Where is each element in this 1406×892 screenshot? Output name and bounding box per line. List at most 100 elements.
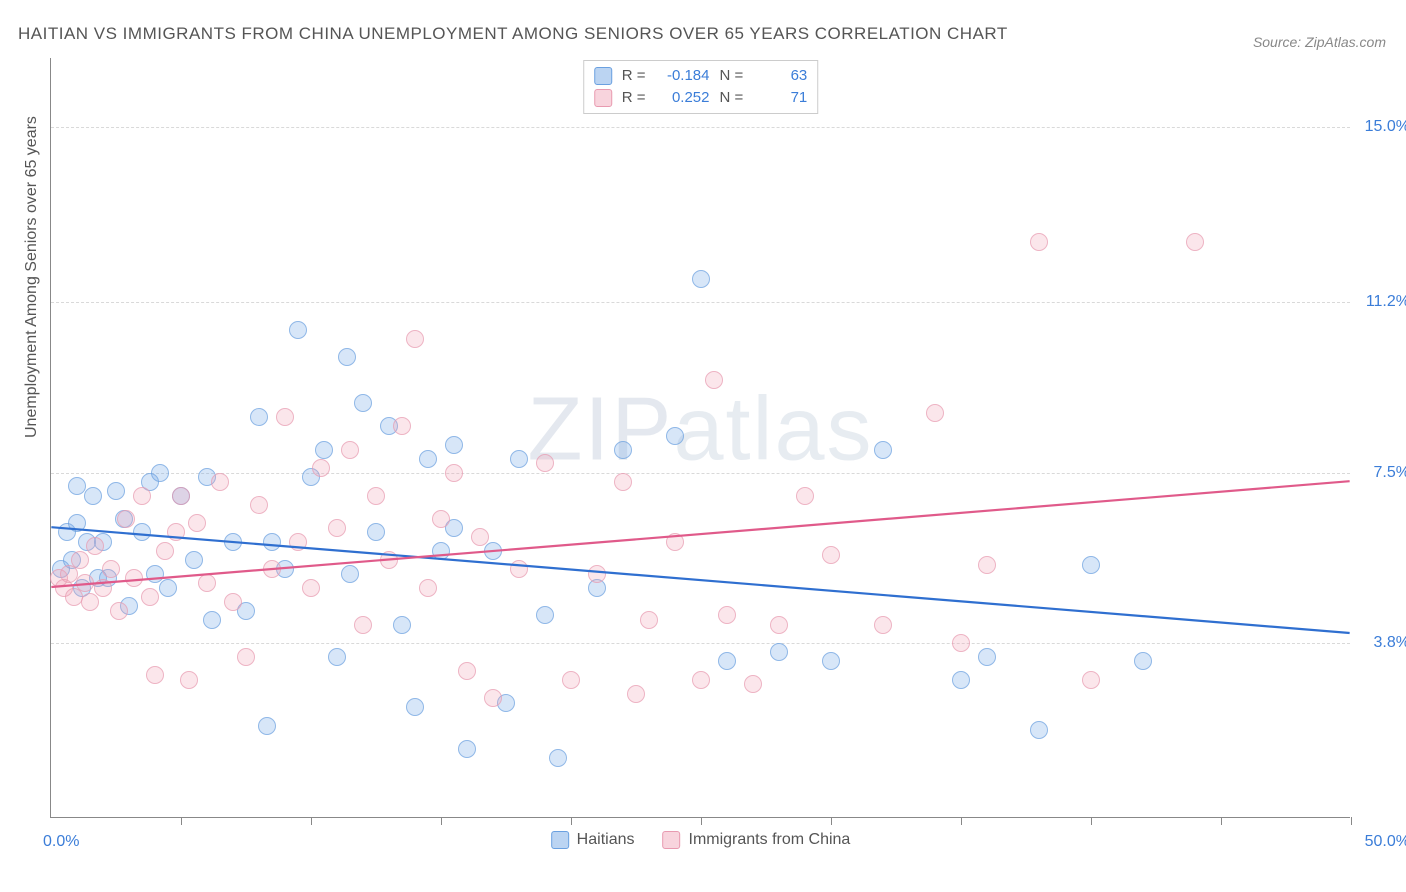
x-tick [1221,817,1222,825]
scatter-point [952,634,970,652]
scatter-point [156,542,174,560]
scatter-point [640,611,658,629]
trend-line [51,481,1349,587]
trend-lines [51,58,1350,817]
scatter-point [666,427,684,445]
x-tick [571,817,572,825]
scatter-point [458,662,476,680]
legend-swatch-pink [594,89,612,107]
scatter-point [94,579,112,597]
scatter-point [770,643,788,661]
y-tick-label: 3.8% [1374,634,1406,652]
scatter-point [926,404,944,422]
scatter-point [276,408,294,426]
gridline [51,127,1350,128]
scatter-point [224,593,242,611]
legend-swatch-blue [594,67,612,85]
scatter-point [289,533,307,551]
x-tick [831,817,832,825]
scatter-point [406,330,424,348]
scatter-point [822,652,840,670]
scatter-point [445,464,463,482]
scatter-point [445,436,463,454]
scatter-point [312,459,330,477]
x-tick-label-max: 50.0% [1365,833,1406,851]
y-axis-label: Unemployment Among Seniors over 65 years [23,116,41,438]
scatter-point [627,685,645,703]
scatter-point [86,537,104,555]
watermark: ZIPatlas [527,378,873,481]
scatter-point [68,514,86,532]
scatter-point [328,648,346,666]
scatter-point [250,408,268,426]
scatter-point [978,556,996,574]
scatter-point [406,698,424,716]
source-label: Source: ZipAtlas.com [1253,34,1386,50]
scatter-point [874,441,892,459]
legend-n-label: N = [720,65,744,87]
scatter-point [68,477,86,495]
scatter-point [471,528,489,546]
scatter-point [536,606,554,624]
scatter-point [692,270,710,288]
scatter-point [211,473,229,491]
x-tick [1351,817,1352,825]
legend-r-value: -0.184 [656,65,710,87]
scatter-point [110,602,128,620]
scatter-point [978,648,996,666]
scatter-point [588,565,606,583]
legend-r-label: R = [622,87,646,109]
legend-r-label: R = [622,65,646,87]
scatter-point [510,450,528,468]
scatter-point [458,740,476,758]
x-tick [701,817,702,825]
legend-label: Haitians [577,831,635,849]
watermark-thin: atlas [673,379,873,479]
scatter-point [419,450,437,468]
scatter-point [224,533,242,551]
scatter-point [188,514,206,532]
scatter-point [380,551,398,569]
scatter-point [141,588,159,606]
scatter-point [419,579,437,597]
scatter-point [744,675,762,693]
scatter-point [289,321,307,339]
x-tick [1091,817,1092,825]
scatter-point [250,496,268,514]
y-tick-label: 11.2% [1366,293,1406,311]
scatter-point [172,487,190,505]
scatter-point [1134,652,1152,670]
scatter-point [107,482,125,500]
scatter-point [133,523,151,541]
legend-row: R = -0.184 N = 63 [594,65,808,87]
scatter-point [1082,556,1100,574]
scatter-point [484,542,502,560]
scatter-point [117,510,135,528]
scatter-point [666,533,684,551]
scatter-point [84,487,102,505]
scatter-point [151,464,169,482]
scatter-point [1030,233,1048,251]
scatter-point [237,648,255,666]
scatter-point [302,579,320,597]
gridline [51,302,1350,303]
scatter-point [180,671,198,689]
scatter-point [432,510,450,528]
scatter-point [432,542,450,560]
y-tick-label: 15.0% [1365,118,1406,136]
scatter-point [874,616,892,634]
scatter-point [81,593,99,611]
scatter-point [354,616,372,634]
scatter-point [718,606,736,624]
scatter-point [614,441,632,459]
scatter-point [71,551,89,569]
x-tick [441,817,442,825]
legend-swatch-pink [662,831,680,849]
scatter-point [263,533,281,551]
scatter-point [203,611,221,629]
scatter-point [167,523,185,541]
scatter-point [338,348,356,366]
scatter-point [393,616,411,634]
scatter-point [770,616,788,634]
scatter-point [263,560,281,578]
